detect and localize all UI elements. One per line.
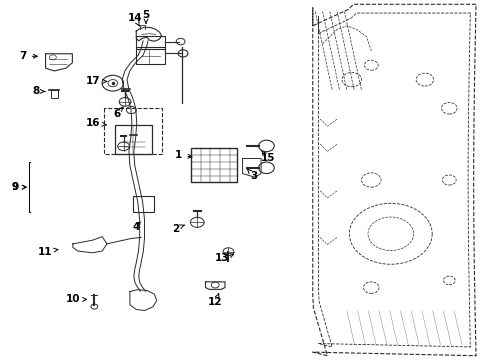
- Text: 8: 8: [32, 86, 45, 96]
- Bar: [115, 125, 152, 154]
- Bar: [136, 36, 164, 49]
- Bar: [133, 197, 154, 212]
- Bar: [51, 90, 58, 98]
- Text: 3: 3: [247, 169, 257, 181]
- Text: 16: 16: [86, 118, 106, 128]
- Text: 13: 13: [215, 253, 233, 263]
- Text: 6: 6: [113, 107, 123, 119]
- Bar: [136, 48, 164, 64]
- Text: 1: 1: [175, 150, 191, 160]
- Text: 12: 12: [207, 294, 222, 307]
- Text: 15: 15: [260, 151, 275, 163]
- Text: 14: 14: [127, 13, 142, 26]
- Text: 4: 4: [132, 222, 140, 231]
- Text: 10: 10: [65, 294, 86, 305]
- Text: 2: 2: [171, 224, 184, 234]
- Text: 11: 11: [37, 247, 58, 257]
- Text: 5: 5: [142, 10, 149, 23]
- Bar: [190, 148, 237, 182]
- Text: 7: 7: [20, 51, 37, 61]
- Text: 17: 17: [86, 76, 106, 86]
- Text: 9: 9: [12, 182, 26, 192]
- Text: 9: 9: [12, 182, 26, 192]
